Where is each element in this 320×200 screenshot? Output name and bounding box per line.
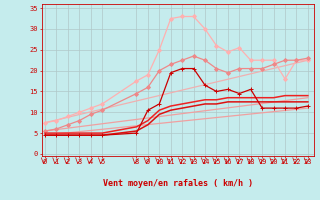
- X-axis label: Vent moyen/en rafales ( km/h ): Vent moyen/en rafales ( km/h ): [103, 179, 252, 188]
